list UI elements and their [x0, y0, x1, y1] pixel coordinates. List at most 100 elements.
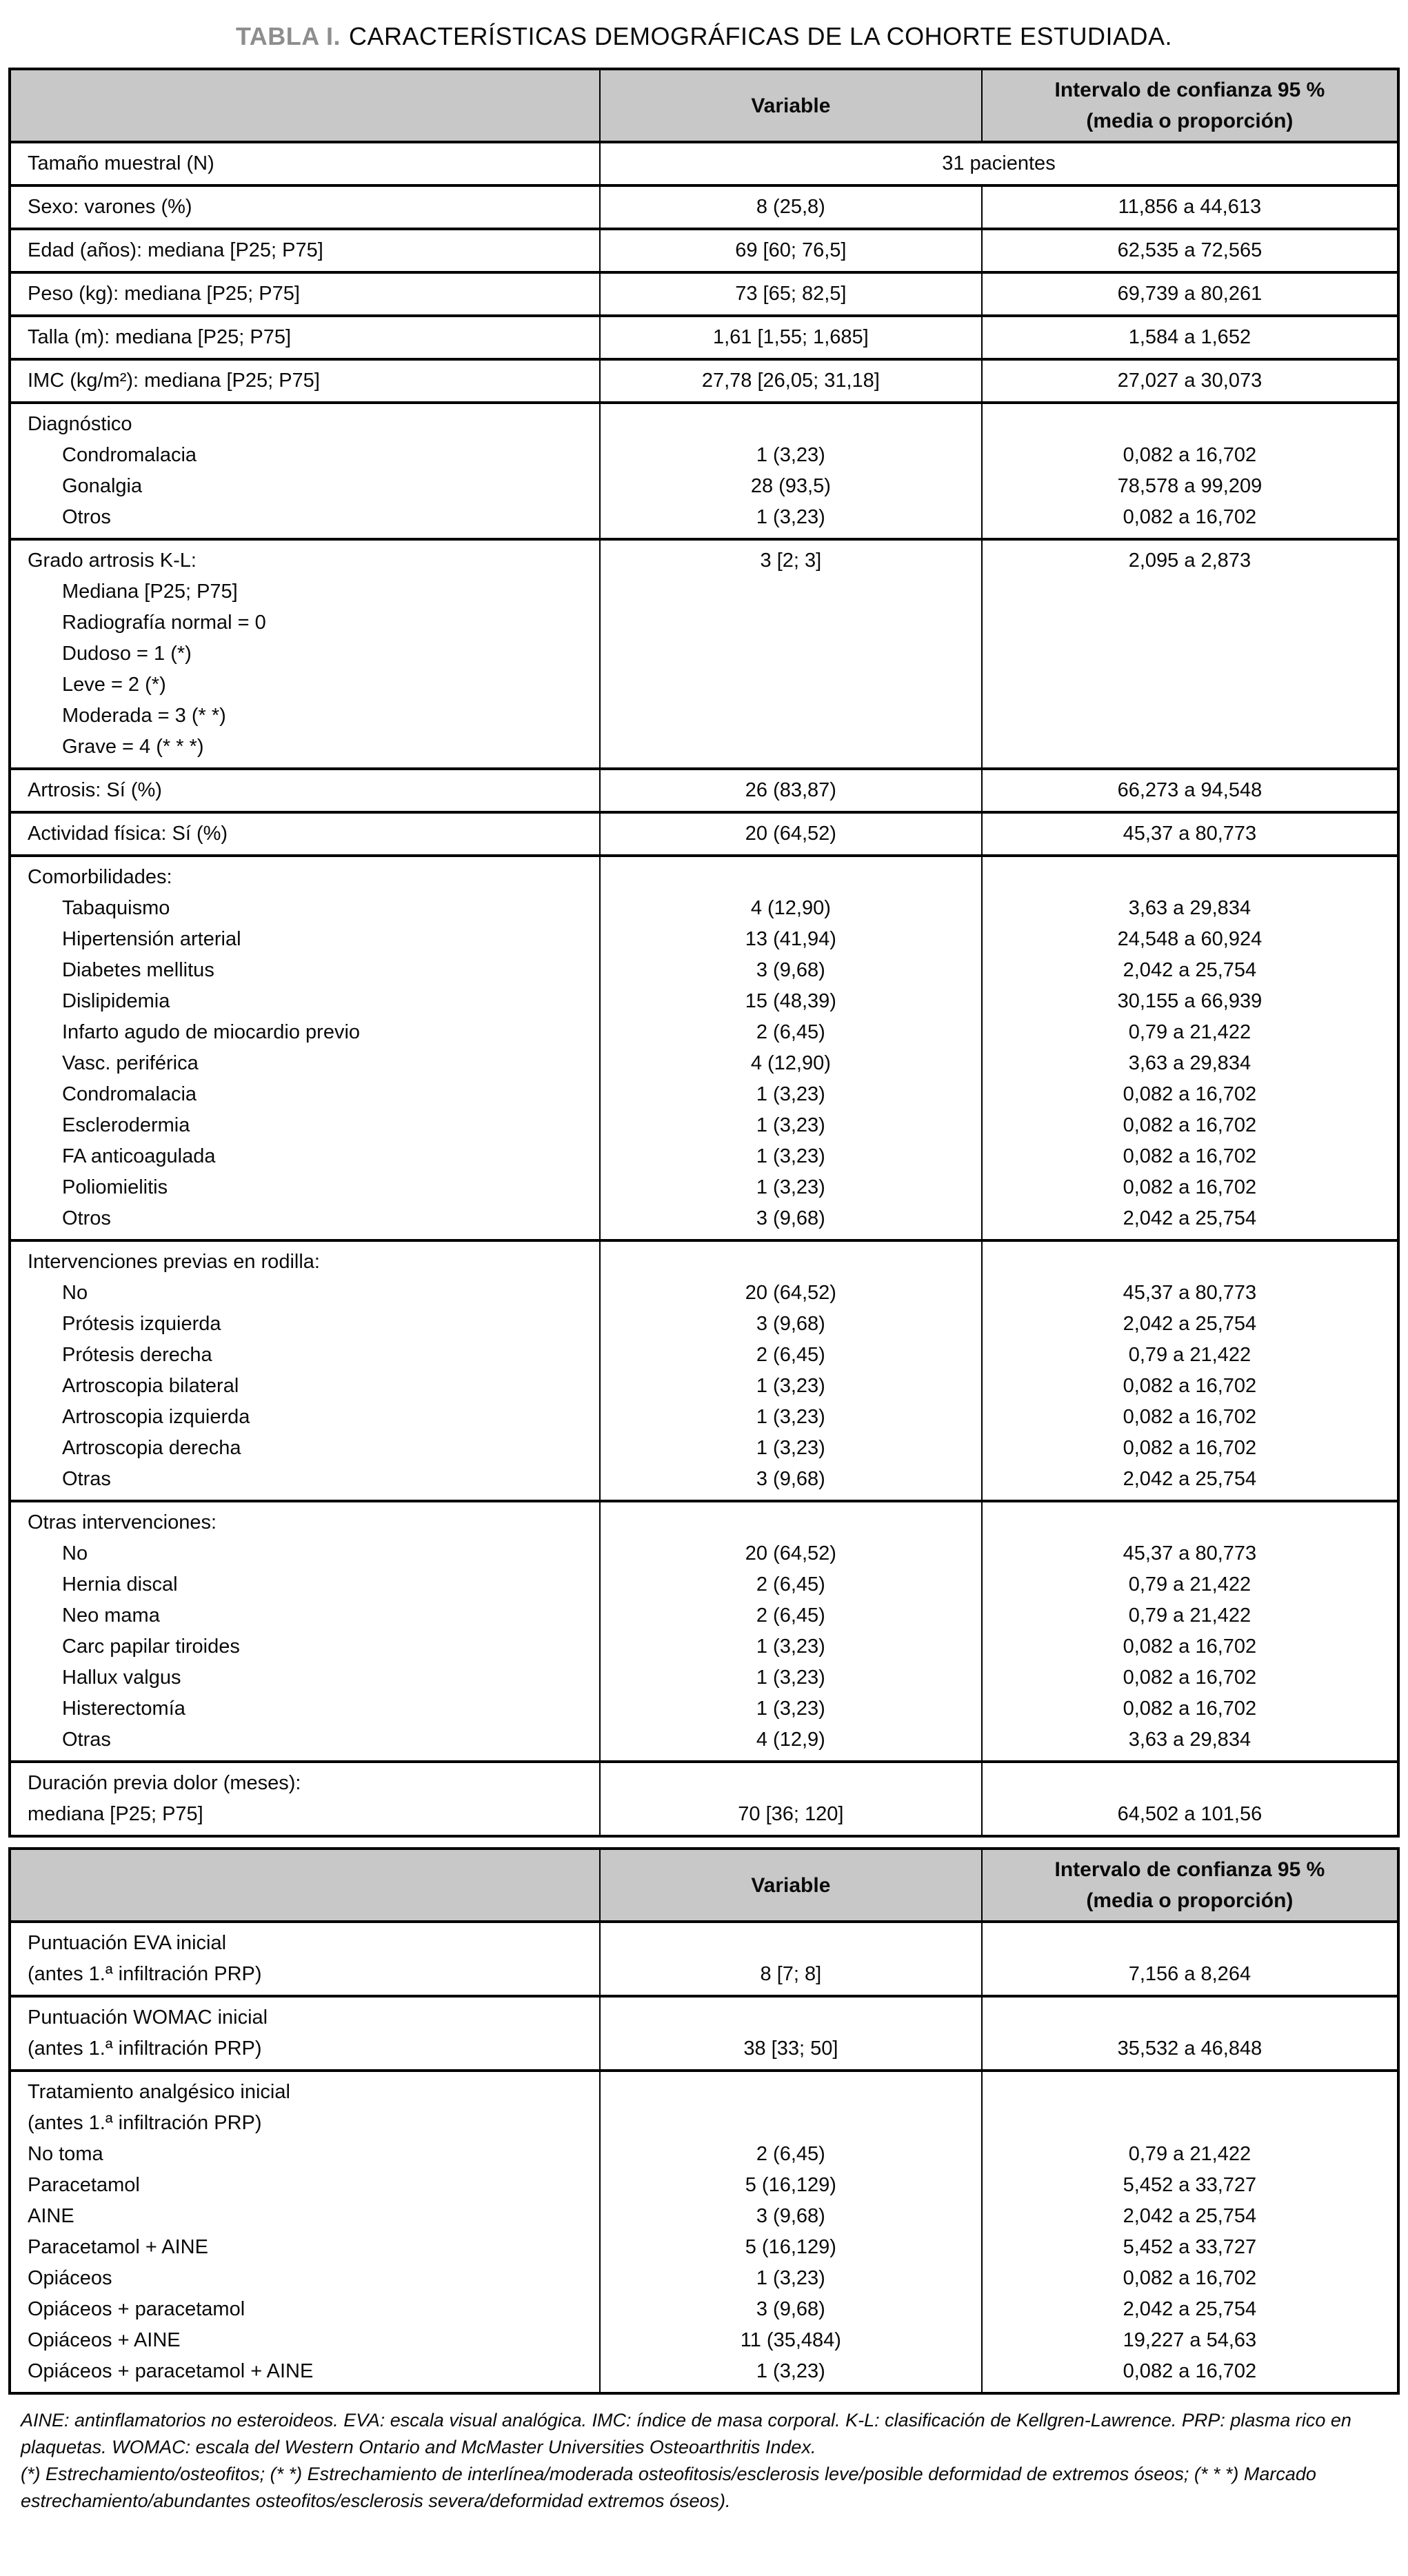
variable-value: 28 (93,5) — [750, 475, 831, 497]
variable-value: 1 (3,23) — [756, 1698, 825, 1720]
label-line: Diagnóstico — [28, 413, 132, 435]
ci-cell: 0,79 a 21,422 5,452 a 33,727 2,042 a 25,75… — [980, 2071, 1398, 2393]
label-line: (antes 1.ª infiltración PRP) — [28, 2112, 262, 2134]
ci-value — [991, 701, 1389, 732]
ci-value: 64,502 a 101,56 — [1117, 1803, 1263, 1825]
variable-value — [609, 1507, 973, 1538]
label-line: Diabetes mellitus — [62, 959, 214, 981]
variable-value: 1 (3,23) — [756, 1176, 825, 1198]
label-line: Artroscopia bilateral — [62, 1375, 239, 1397]
label-line: Gonalgia — [62, 475, 143, 497]
page: TABLA I. CARACTERÍSTICAS DEMOGRÁFICAS DE … — [8, 22, 1400, 2515]
table-title-text: CARACTERÍSTICAS DEMOGRÁFICAS DE LA COHOR… — [348, 22, 1172, 50]
label-line: Tratamiento analgésico inicial — [28, 2081, 290, 2103]
variable-cell: 20 (64,52) 3 (9,68) 2 (6,45) 1 (3,23) 1 (3,2… — [599, 1240, 982, 1501]
label-line: (antes 1.ª infiltración PRP) — [28, 1963, 262, 1985]
ci-value: 2,042 a 25,754 — [1123, 2298, 1257, 2320]
variable-value: 2 (6,45) — [756, 2143, 825, 2165]
variable-value: 1 (3,23) — [756, 2360, 825, 2382]
label-line: Prótesis izquierda — [62, 1313, 221, 1335]
row-label-cell: Edad (años): mediana [P25; P75] — [28, 239, 323, 261]
ci-cell: 45,37 a 80,773 2,042 a 25,754 0,79 a 21,42… — [980, 1240, 1398, 1501]
table-row: Puntuación EVA inicial (antes 1.ª infiltr… — [10, 1922, 1398, 1996]
label-line: Dudoso = 1 (*) — [62, 643, 192, 665]
variable-value: 2 (6,45) — [756, 1344, 825, 1366]
ci-value: 0,082 a 16,702 — [1123, 1114, 1257, 1136]
label-line: Opiáceos + AINE — [28, 2329, 181, 2351]
label-line: Opiáceos — [28, 2267, 112, 2289]
variable-value: 3 (9,68) — [756, 1207, 825, 1229]
header-ci-line2: (media o proporción) — [1086, 1889, 1294, 1912]
label-line: Otras — [62, 1468, 111, 1490]
label-line: Histerectomía — [62, 1698, 185, 1720]
demographics-table-part-2: Variable Intervalo de confianza 95 % (me… — [8, 1847, 1400, 2395]
ci-value: 3,63 a 29,834 — [1128, 1052, 1251, 1074]
variable-value — [609, 732, 973, 763]
label-line: mediana [P25; P75] — [28, 1803, 203, 1825]
label-line: Otros — [62, 1207, 111, 1229]
table-header-1: Variable Intervalo de confianza 95 % (me… — [10, 69, 1398, 142]
table-title: TABLA I. CARACTERÍSTICAS DEMOGRÁFICAS DE … — [8, 22, 1400, 51]
ci-value: 0,082 a 16,702 — [1123, 2360, 1257, 2382]
ci-value — [991, 1928, 1389, 1959]
variable-value — [609, 1247, 973, 1278]
variable-value: 20 (64,52) — [745, 1542, 836, 1564]
ci-value: 0,082 a 16,702 — [1123, 1667, 1257, 1689]
row-label-cell: Peso (kg): mediana [P25; P75] — [28, 283, 300, 305]
variable-value — [609, 2077, 973, 2108]
variable-value: 1 (3,23) — [756, 506, 825, 528]
table-header-2: Variable Intervalo de confianza 95 % (me… — [10, 1849, 1398, 1922]
ci-value: 0,082 a 16,702 — [1123, 444, 1257, 466]
ci-cell: 27,027 a 30,073 — [980, 359, 1398, 403]
label-line: Opiáceos + paracetamol + AINE — [28, 2360, 314, 2382]
row-label-cell: Otras intervenciones: No Hernia discal Neo … — [10, 1501, 600, 1762]
header-empty-cell — [10, 1849, 600, 1922]
table-row: IMC (kg/m²): mediana [P25; P75] 27,78 [26… — [10, 359, 1398, 403]
ci-value — [991, 2077, 1389, 2108]
variable-value: 2 (6,45) — [756, 1573, 825, 1596]
variable-value — [609, 576, 973, 607]
variable-value: 3 (9,68) — [756, 1313, 825, 1335]
variable-value: 1 (3,23) — [756, 1437, 825, 1459]
header-variable: Variable — [599, 69, 982, 142]
label-line: Artroscopia izquierda — [62, 1406, 250, 1428]
variable-value: 5 (16,129) — [745, 2236, 836, 2258]
label-line: AINE — [28, 2205, 74, 2227]
table-row: Otras intervenciones: No Hernia discal Neo … — [10, 1501, 1398, 1762]
row-label-cell: Duración previa dolor (meses): mediana [P… — [10, 1762, 600, 1836]
variable-cell: 26 (83,87) — [599, 769, 982, 812]
ci-value: 0,082 a 16,702 — [1123, 1406, 1257, 1428]
label-line: Paracetamol — [28, 2174, 140, 2196]
table-title-label: TABLA I. — [235, 22, 341, 50]
ci-value — [991, 732, 1389, 763]
footnote: AINE: antinflamatorios no esteroideos. E… — [21, 2407, 1387, 2515]
ci-value: 2,042 a 25,754 — [1123, 959, 1257, 981]
row-label-cell: Puntuación EVA inicial (antes 1.ª infiltr… — [10, 1922, 600, 1996]
ci-value: 0,79 a 21,422 — [1128, 1573, 1251, 1596]
variable-value: 2 (6,45) — [756, 1604, 825, 1627]
ci-value: 5,452 a 33,727 — [1123, 2236, 1257, 2258]
ci-value: 2,042 a 25,754 — [1123, 1207, 1257, 1229]
label-line: No — [62, 1542, 88, 1564]
ci-cell: 45,37 a 80,773 0,79 a 21,422 0,79 a 21,422… — [980, 1501, 1398, 1762]
variable-cell: 73 [65; 82,5] — [599, 272, 982, 316]
label-line: Otras — [62, 1729, 111, 1751]
variable-value: 3 (9,68) — [756, 2205, 825, 2227]
variable-value: 4 (12,90) — [750, 897, 831, 919]
label-line: Comorbilidades: — [28, 866, 172, 888]
ci-value: 30,155 a 66,939 — [1117, 990, 1263, 1012]
row-label-cell: Comorbilidades: Tabaquismo Hipertensión ar… — [10, 856, 600, 1240]
ci-value: 19,227 a 54,63 — [1123, 2329, 1257, 2351]
label-line: Vasc. periférica — [62, 1052, 199, 1074]
ci-value — [991, 409, 1389, 440]
ci-value: 2,042 a 25,754 — [1123, 2205, 1257, 2227]
variable-cell: 1 (3,23) 28 (93,5) 1 (3,23) — [599, 403, 982, 539]
ci-value — [991, 1507, 1389, 1538]
header-row: Variable Intervalo de confianza 95 % (me… — [10, 1849, 1398, 1922]
ci-value: 0,082 a 16,702 — [1123, 1375, 1257, 1397]
label-line: Infarto agudo de miocardio previo — [62, 1021, 361, 1043]
ci-value: 0,79 a 21,422 — [1128, 2143, 1251, 2165]
table-row: Artrosis: Sí (%) 26 (83,87) 66,273 a 94,54… — [10, 769, 1398, 812]
ci-cell: 62,535 a 72,565 — [980, 229, 1398, 272]
ci-value: 0,082 a 16,702 — [1123, 506, 1257, 528]
